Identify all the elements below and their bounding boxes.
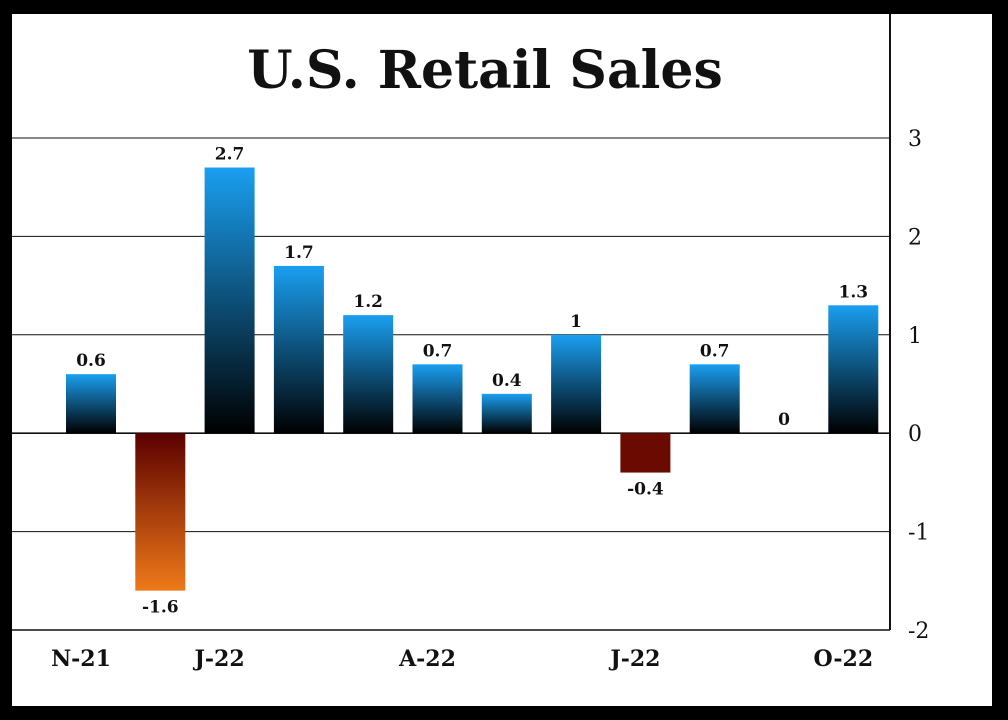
bar (412, 364, 463, 434)
bar (66, 374, 116, 434)
bar-chart: U.S. Retail Sales 0.6 -1.6 2.7 1.7 1.2 0.7 0.4… (12, 14, 929, 672)
data-label: 0.7 (423, 341, 453, 361)
data-label: 0.6 (76, 351, 106, 371)
bar (620, 433, 671, 473)
data-label: 1.3 (839, 282, 869, 302)
data-label: 0 (778, 410, 790, 430)
data-label: 2.7 (215, 145, 245, 165)
x-tick-label: J-22 (193, 646, 245, 672)
bar (828, 305, 879, 434)
data-label: -1.6 (142, 598, 179, 618)
bars (66, 167, 879, 591)
data-label: 0.4 (492, 371, 522, 391)
data-label: 1.2 (353, 292, 383, 312)
y-tick-label: 0 (908, 422, 922, 447)
x-axis-ticks: N-21 J-22 A-22 J-22 O-22 (51, 646, 873, 672)
x-tick-label: O-22 (813, 646, 873, 672)
bar (273, 265, 324, 434)
bar (204, 167, 255, 434)
x-tick-label: J-22 (608, 646, 660, 672)
data-label: 1.7 (284, 243, 314, 263)
y-tick-label: -1 (908, 521, 929, 546)
x-tick-label: N-21 (51, 646, 111, 672)
data-label: 0.7 (700, 341, 730, 361)
y-axis-ticks: 3 2 1 0 -1 -2 (908, 127, 929, 644)
bar (689, 364, 740, 434)
bar (135, 433, 186, 591)
bar (481, 393, 532, 434)
x-tick-label: A-22 (398, 646, 456, 672)
data-labels: 0.6 -1.6 2.7 1.7 1.2 0.7 0.4 1 -0.4 0.7 0 1.3 (76, 145, 868, 618)
y-tick-label: -2 (908, 619, 929, 644)
y-tick-label: 1 (908, 324, 922, 349)
chart-title: U.S. Retail Sales (247, 40, 723, 101)
y-tick-label: 2 (908, 225, 922, 250)
chart-frame: U.S. Retail Sales 0.6 -1.6 2.7 1.7 1.2 0.7 0.4… (12, 14, 992, 706)
bar (343, 315, 394, 434)
bar (551, 334, 602, 434)
data-label: -0.4 (627, 480, 664, 500)
data-label: 1 (570, 312, 582, 332)
y-tick-label: 3 (908, 127, 922, 152)
